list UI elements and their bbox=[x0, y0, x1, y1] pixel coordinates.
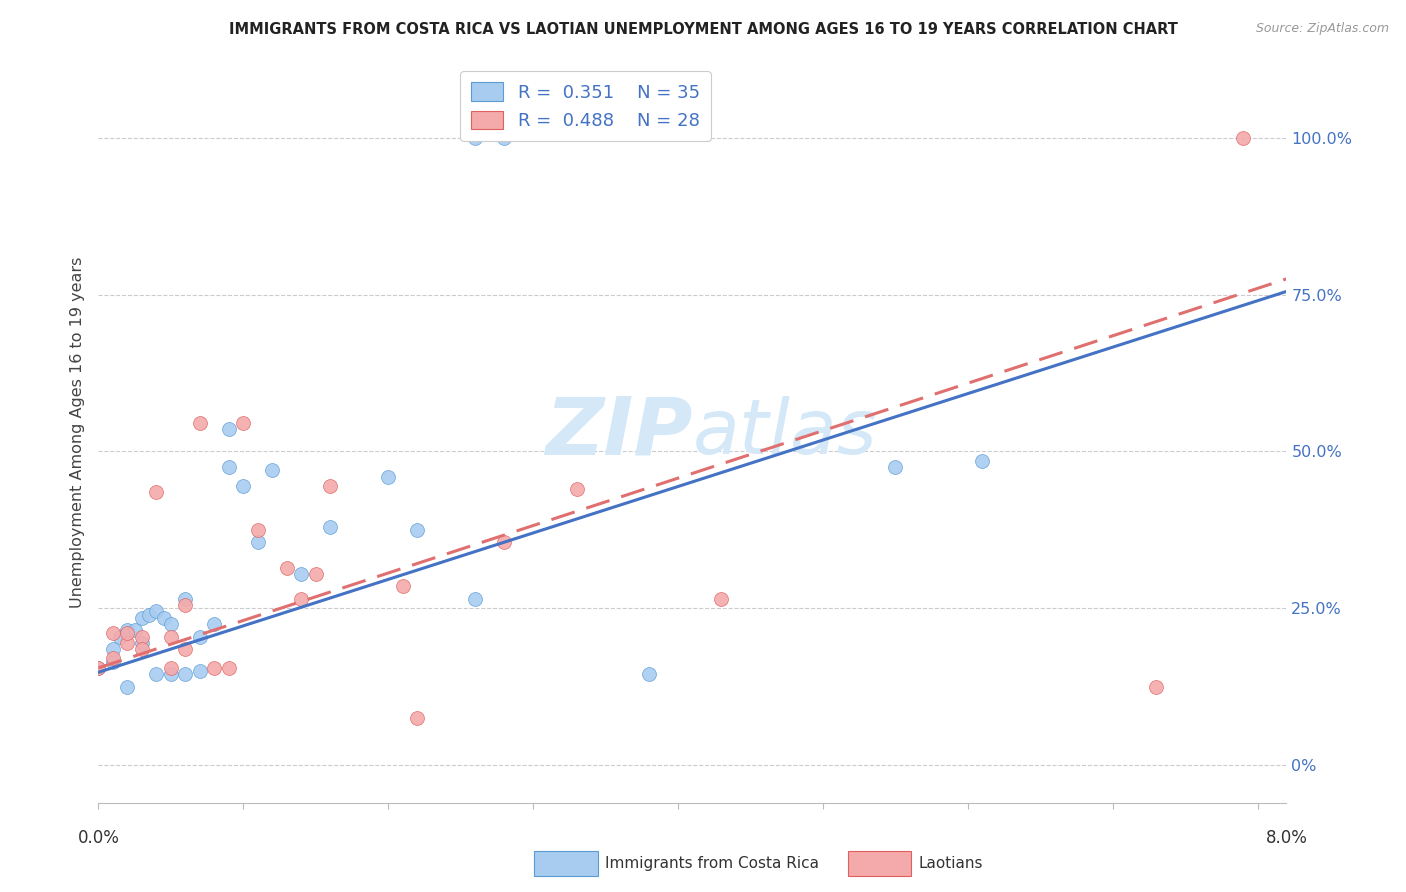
Point bbox=[138, 607, 160, 622]
Point bbox=[464, 591, 486, 606]
Point bbox=[246, 535, 269, 549]
Point bbox=[1232, 130, 1254, 145]
Point bbox=[117, 626, 139, 640]
Point bbox=[884, 460, 907, 475]
Point bbox=[174, 598, 197, 612]
Point bbox=[174, 591, 197, 606]
Text: Immigrants from Costa Rica: Immigrants from Costa Rica bbox=[605, 856, 818, 871]
Point bbox=[218, 661, 240, 675]
Point bbox=[160, 661, 183, 675]
Point bbox=[87, 661, 110, 675]
Point bbox=[232, 416, 254, 430]
Point bbox=[145, 604, 167, 618]
Point bbox=[131, 636, 153, 650]
Point bbox=[305, 566, 328, 581]
Text: IMMIGRANTS FROM COSTA RICA VS LAOTIAN UNEMPLOYMENT AMONG AGES 16 TO 19 YEARS COR: IMMIGRANTS FROM COSTA RICA VS LAOTIAN UN… bbox=[229, 22, 1177, 37]
Point bbox=[145, 667, 167, 681]
Point bbox=[87, 661, 110, 675]
Point bbox=[218, 460, 240, 475]
Point bbox=[202, 661, 225, 675]
Text: Source: ZipAtlas.com: Source: ZipAtlas.com bbox=[1256, 22, 1389, 36]
Y-axis label: Unemployment Among Ages 16 to 19 years: Unemployment Among Ages 16 to 19 years bbox=[69, 257, 84, 608]
Point bbox=[117, 680, 139, 694]
Point bbox=[276, 560, 298, 574]
Point bbox=[319, 520, 342, 534]
Point bbox=[246, 523, 269, 537]
Point bbox=[565, 482, 588, 496]
Text: 0.0%: 0.0% bbox=[77, 829, 120, 847]
Point bbox=[131, 611, 153, 625]
Point bbox=[117, 624, 139, 638]
Point bbox=[117, 636, 139, 650]
Point bbox=[160, 667, 183, 681]
Point bbox=[262, 463, 284, 477]
Point bbox=[174, 642, 197, 657]
Legend: R =  0.351    N = 35, R =  0.488    N = 28: R = 0.351 N = 35, R = 0.488 N = 28 bbox=[460, 71, 711, 141]
Point bbox=[188, 664, 211, 678]
Point bbox=[319, 479, 342, 493]
Text: Laotians: Laotians bbox=[918, 856, 983, 871]
Point bbox=[494, 535, 516, 549]
Point bbox=[202, 617, 225, 632]
Point bbox=[160, 630, 183, 644]
Point bbox=[290, 566, 312, 581]
Point bbox=[101, 642, 124, 657]
Point bbox=[131, 642, 153, 657]
Point bbox=[101, 655, 124, 669]
Point bbox=[377, 469, 399, 483]
Point bbox=[131, 630, 153, 644]
Point bbox=[101, 626, 124, 640]
Point bbox=[174, 667, 197, 681]
Point bbox=[188, 630, 211, 644]
Point bbox=[232, 479, 254, 493]
Point bbox=[160, 617, 183, 632]
Text: atlas: atlas bbox=[692, 396, 877, 469]
Point bbox=[710, 591, 733, 606]
Point bbox=[464, 130, 486, 145]
Point bbox=[152, 611, 174, 625]
Point bbox=[1144, 680, 1167, 694]
Point bbox=[124, 624, 146, 638]
Point bbox=[638, 667, 661, 681]
Point bbox=[218, 422, 240, 436]
Point bbox=[391, 579, 413, 593]
Point bbox=[406, 711, 429, 725]
Point bbox=[406, 523, 429, 537]
Point bbox=[108, 630, 131, 644]
Text: ZIP: ZIP bbox=[546, 393, 692, 472]
Point bbox=[494, 130, 516, 145]
Point bbox=[290, 591, 312, 606]
Point bbox=[972, 454, 994, 468]
Text: 8.0%: 8.0% bbox=[1265, 829, 1308, 847]
Point bbox=[188, 416, 211, 430]
Point bbox=[145, 485, 167, 500]
Point bbox=[101, 651, 124, 665]
